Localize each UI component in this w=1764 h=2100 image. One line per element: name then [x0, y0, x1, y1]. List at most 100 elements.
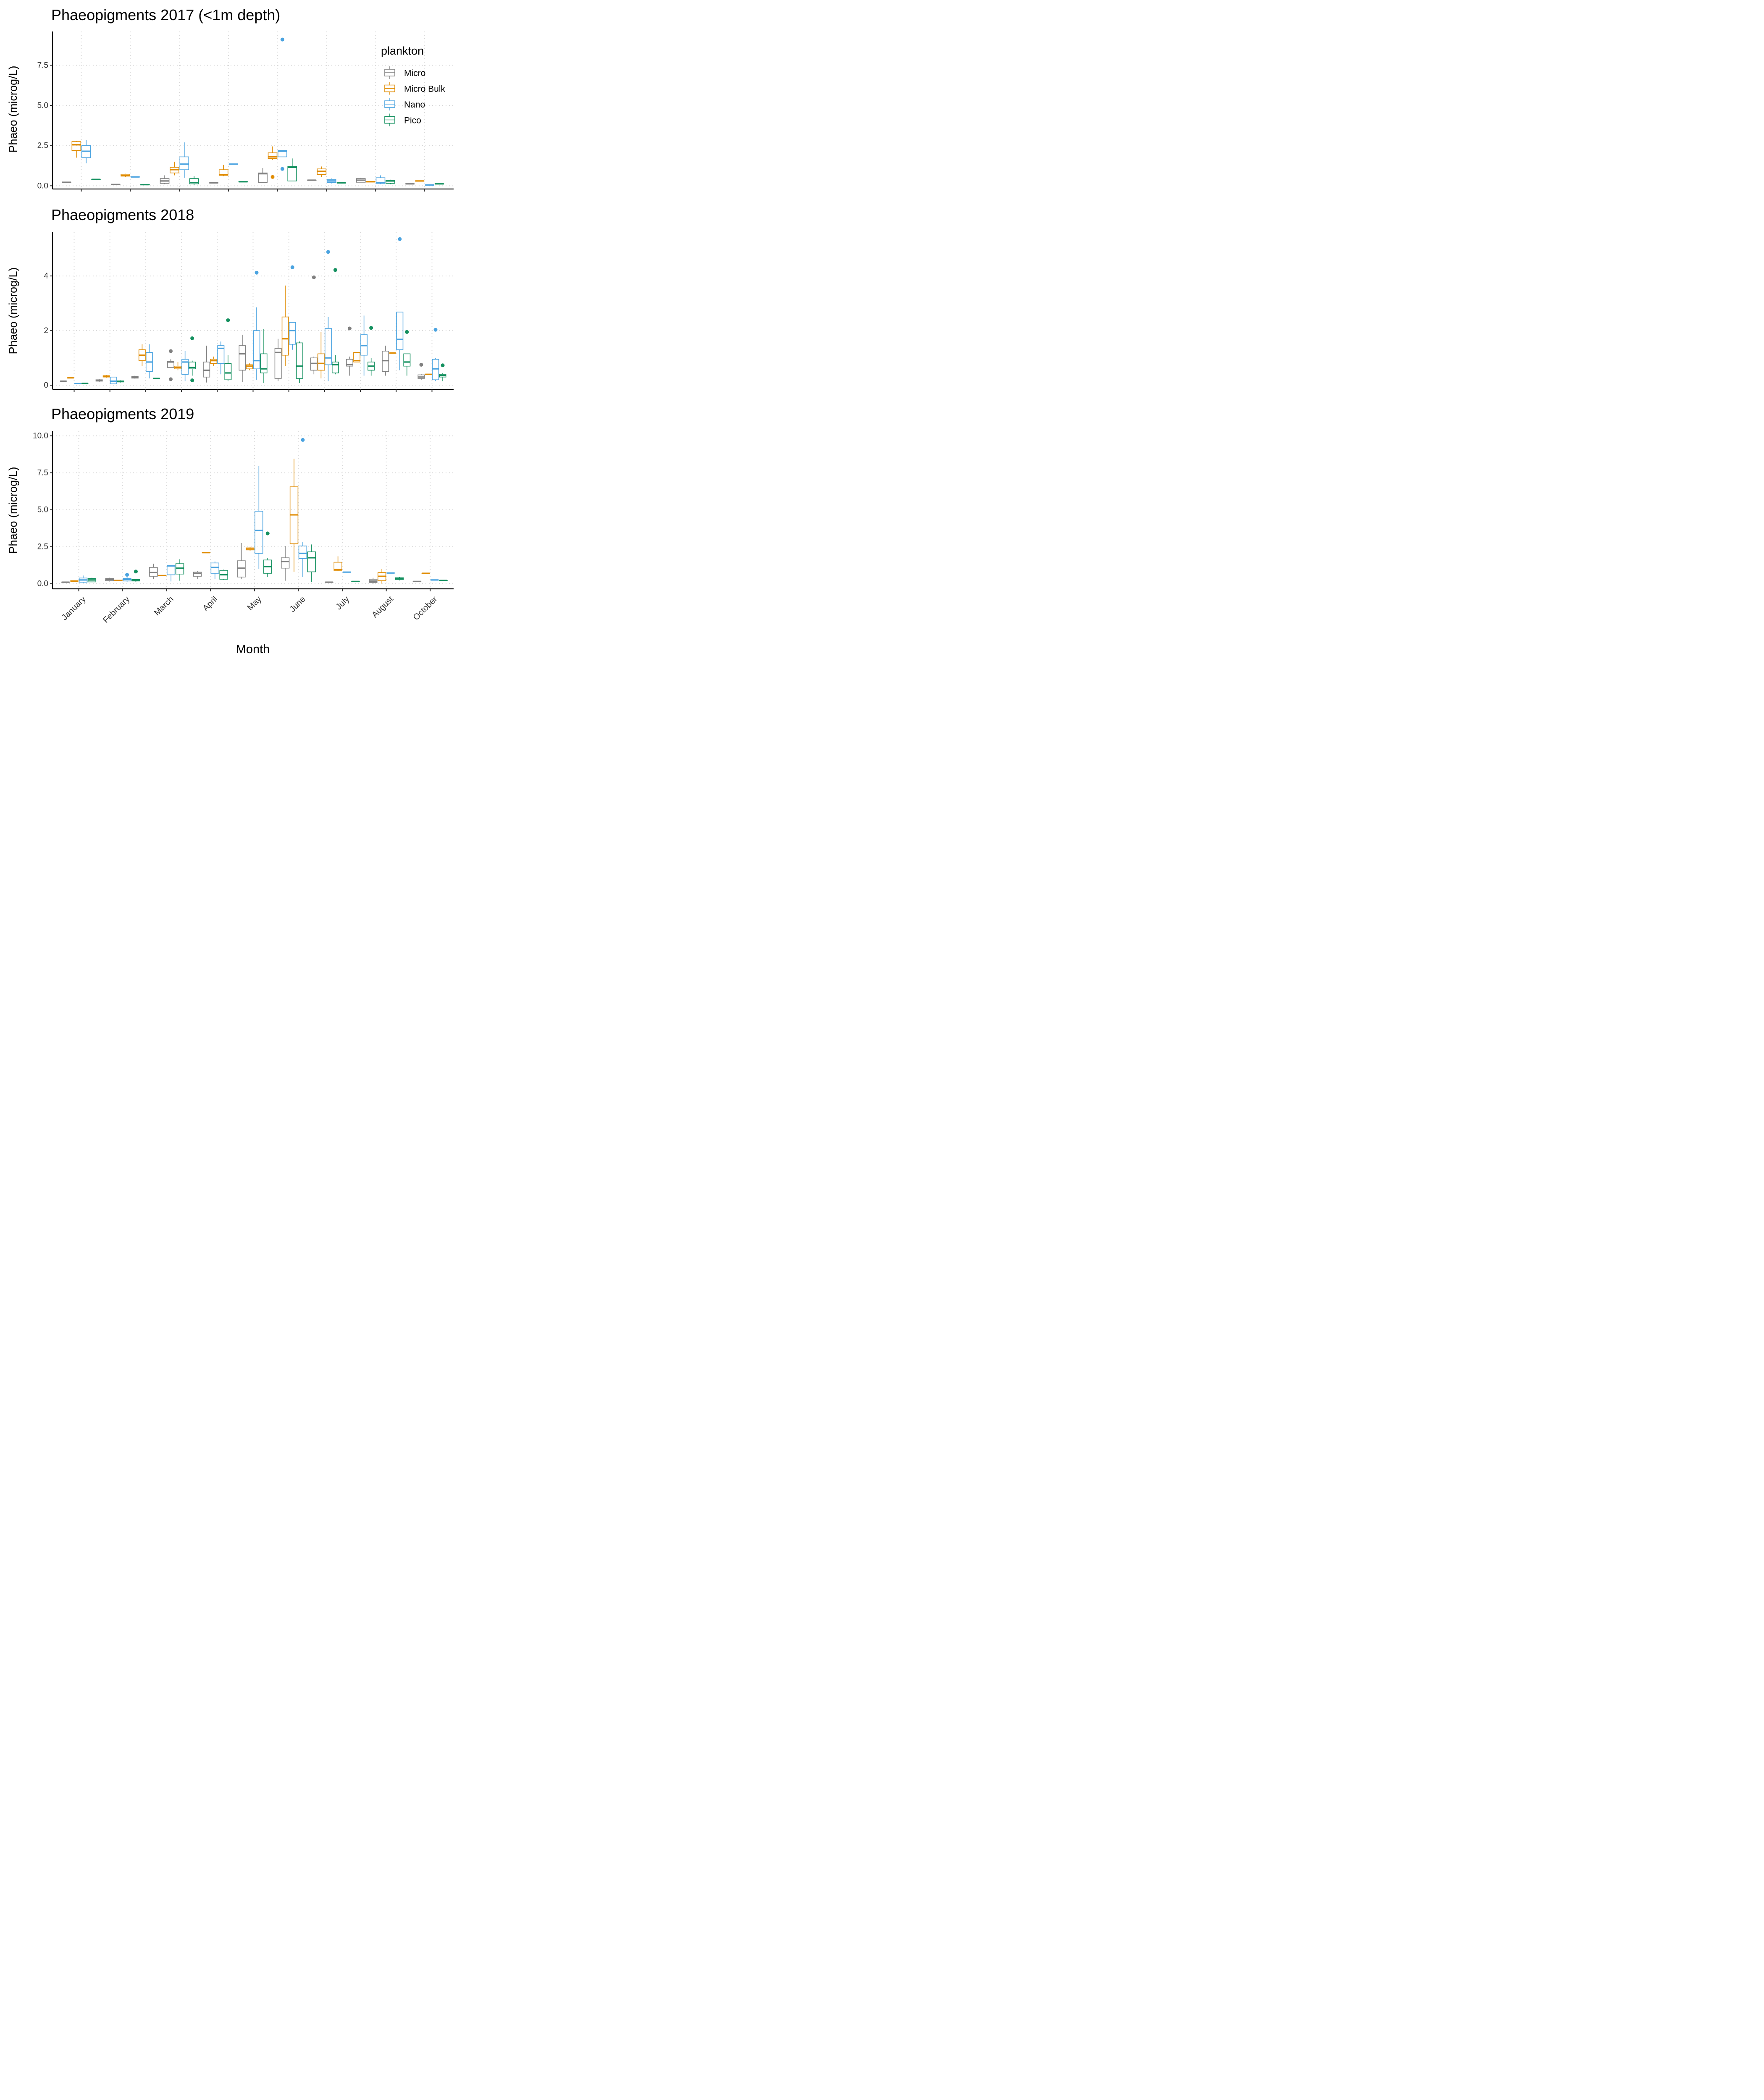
- box-micro-bulk: [317, 166, 327, 177]
- box-nano: [217, 341, 225, 375]
- box-iqr: [167, 361, 175, 368]
- box-micro-bulk: [170, 161, 179, 176]
- box-micro-bulk: [378, 569, 386, 584]
- figure: Phaeopigments 2017 (<1m depth) Phaeo (mi…: [0, 0, 462, 660]
- box-pico: [331, 268, 339, 375]
- box-pico: [260, 329, 268, 383]
- box-iqr: [375, 177, 386, 184]
- box-iqr: [287, 166, 297, 181]
- box-pico: [395, 577, 404, 580]
- box-iqr: [396, 312, 404, 350]
- outlier-point: [134, 570, 138, 574]
- outlier-point: [405, 330, 409, 334]
- box-iqr: [307, 551, 316, 572]
- panel-2018: Phaeopigments 2018 Phaeo (microg/L) 0 2 4: [7, 206, 454, 392]
- box-micro-bulk: [353, 352, 361, 362]
- box-iqr: [298, 546, 307, 559]
- y-tick-label: 2: [44, 326, 48, 335]
- legend-title: plankton: [381, 45, 424, 57]
- box-iqr: [203, 362, 210, 378]
- box-nano: [432, 328, 439, 381]
- box-iqr: [189, 362, 196, 370]
- box-nano: [396, 237, 404, 370]
- box-nano: [123, 573, 131, 583]
- box-iqr: [317, 353, 325, 371]
- box-iqr: [278, 150, 287, 158]
- box-iqr: [179, 156, 189, 170]
- box-pico: [287, 158, 297, 181]
- box-pico: [386, 179, 395, 184]
- legend-entry-nano: Nano: [384, 98, 425, 110]
- box-iqr: [217, 345, 225, 364]
- box-iqr: [193, 572, 202, 577]
- box-pico: [117, 380, 124, 383]
- outlier-point: [280, 37, 284, 42]
- outlier-point: [265, 531, 270, 536]
- box-pico: [403, 330, 411, 376]
- box-micro-bulk: [138, 344, 146, 366]
- box-nano: [278, 37, 287, 171]
- box-iqr: [274, 348, 282, 379]
- box-pico: [189, 176, 199, 185]
- legend-label-micro: Micro: [404, 68, 425, 78]
- box-pico: [219, 570, 228, 580]
- box-nano: [253, 270, 260, 380]
- box-micro-bulk: [246, 363, 253, 370]
- legend-label-nano: Nano: [404, 100, 425, 110]
- box-iqr: [210, 359, 218, 364]
- box-nano: [81, 140, 91, 163]
- box-iqr: [268, 152, 278, 159]
- panel-2017: Phaeopigments 2017 (<1m depth) Phaeo (mi…: [7, 6, 454, 192]
- legend-label-micro-bulk: Micro Bulk: [404, 84, 446, 94]
- box-iqr: [253, 330, 260, 370]
- box-micro: [95, 379, 103, 382]
- box-nano: [210, 561, 219, 580]
- box-micro-bulk: [246, 546, 255, 551]
- box-micro-bulk: [333, 556, 342, 571]
- legend-entry-micro-bulk: Micro Bulk: [384, 82, 446, 95]
- y-axis-label-2018: Phaeo (microg/L): [7, 267, 19, 354]
- box-pico: [439, 363, 446, 381]
- box-iqr: [189, 178, 199, 184]
- box-iqr: [382, 351, 389, 372]
- y-tick-label: 7.5: [37, 61, 48, 70]
- box-iqr: [360, 334, 368, 356]
- box-nano: [179, 142, 189, 178]
- box-pico: [224, 318, 232, 381]
- outlier-point: [369, 326, 373, 330]
- outlier-point: [169, 349, 173, 353]
- y-axis-label-2017: Phaeo (microg/L): [7, 66, 19, 152]
- box-iqr: [246, 364, 253, 370]
- box-micro: [417, 362, 425, 380]
- box-nano: [289, 265, 296, 350]
- outlier-point: [190, 336, 194, 340]
- outlier-point: [419, 362, 423, 367]
- outlier-point: [433, 328, 438, 332]
- outlier-point: [169, 377, 173, 381]
- panel-title-2019: Phaeopigments 2019: [51, 405, 194, 423]
- outlier-point: [290, 265, 294, 269]
- y-tick-label: 10.0: [33, 432, 48, 441]
- legend-keys: Micro Micro Bulk Nano Pico: [384, 66, 446, 126]
- y-tick-label: 4: [44, 272, 48, 281]
- outlier-point: [333, 268, 337, 272]
- box-nano: [145, 344, 153, 378]
- y-tick-label: 2.5: [37, 142, 48, 150]
- box-micro-bulk: [281, 285, 289, 366]
- box-iqr: [289, 322, 296, 345]
- box-pico: [87, 578, 97, 583]
- box-iqr: [175, 563, 184, 575]
- box-iqr: [210, 562, 219, 574]
- box-micro: [274, 339, 282, 381]
- box-micro: [149, 564, 158, 580]
- box-micro: [310, 275, 318, 375]
- outlier-point: [125, 573, 129, 577]
- box-pico: [175, 559, 184, 581]
- box-nano: [110, 376, 117, 384]
- box-micro: [203, 345, 210, 383]
- legend: plankton Micro Micro Bulk Nano Pico: [381, 45, 446, 126]
- outlier-point: [226, 318, 230, 322]
- box-micro-bulk: [317, 332, 325, 378]
- box-micro-bulk: [218, 165, 228, 176]
- box-iqr: [333, 562, 342, 571]
